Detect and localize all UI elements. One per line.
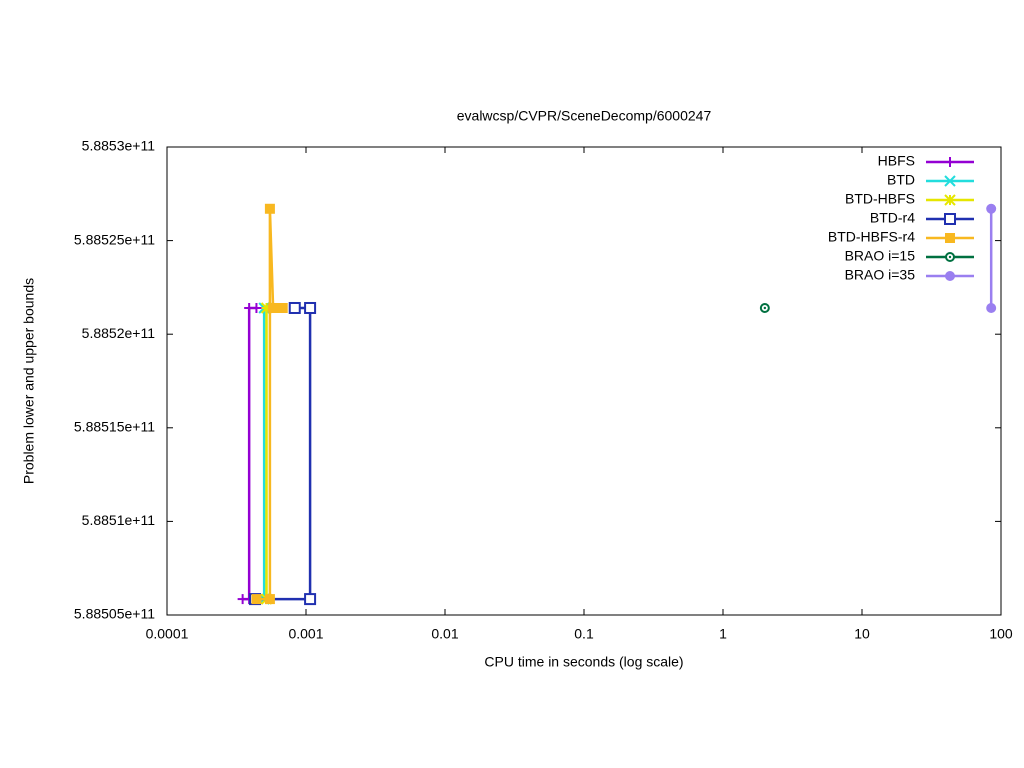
legend-label: BRAO i=15 — [845, 248, 916, 264]
y-tick-label: 5.88505e+11 — [74, 606, 155, 622]
point — [268, 302, 279, 313]
point — [986, 302, 997, 313]
point — [944, 213, 956, 225]
point — [944, 194, 956, 206]
legend-label: BTD-r4 — [870, 210, 915, 226]
point — [945, 271, 955, 281]
marker-box — [304, 593, 317, 606]
marker-dot — [763, 306, 767, 310]
chart-title: evalwcsp/CVPR/SceneDecomp/6000247 — [457, 108, 712, 124]
marker-dot — [948, 255, 952, 259]
marker-box — [288, 301, 301, 314]
y-tick-label: 5.8852e+11 — [82, 325, 156, 341]
series-line — [256, 208, 283, 601]
point — [251, 302, 262, 313]
marker-stroke — [944, 175, 956, 187]
x-tick-label: 100 — [989, 626, 1013, 642]
y-tick-label: 5.88515e+11 — [74, 419, 155, 435]
marker-box — [944, 213, 956, 225]
y-axis-label: Problem lower and upper bounds — [21, 278, 37, 484]
point — [264, 594, 275, 605]
point — [945, 252, 955, 262]
x-tick-label: 0.1 — [574, 626, 594, 642]
x-tick-label: 0.001 — [288, 626, 323, 642]
y-tick-label: 5.8853e+11 — [82, 138, 156, 154]
marker-circle — [986, 203, 997, 214]
point — [304, 593, 317, 606]
x-tick-label: 10 — [854, 626, 870, 642]
marker-box — [945, 233, 955, 243]
marker-stroke — [944, 194, 956, 206]
point — [304, 301, 317, 314]
point — [945, 157, 955, 167]
point — [277, 302, 288, 313]
marker-box — [304, 301, 317, 314]
y-tick-label: 5.8851e+11 — [82, 512, 156, 528]
point — [264, 203, 275, 214]
marker-box — [251, 594, 262, 605]
legend-label: HBFS — [878, 153, 915, 169]
marker-box — [277, 302, 288, 313]
marker-circle — [945, 271, 955, 281]
legend-label: BTD — [887, 172, 915, 188]
point — [251, 594, 262, 605]
marker-circle — [986, 302, 997, 313]
x-tick-label: 0.0001 — [146, 626, 189, 642]
marker-box — [268, 302, 279, 313]
legend-label: BTD-HBFS — [845, 191, 915, 207]
marker-box — [264, 594, 275, 605]
marker-box — [264, 203, 275, 214]
x-tick-label: 0.01 — [431, 626, 458, 642]
series-line — [255, 306, 312, 601]
point — [288, 301, 301, 314]
series-line — [242, 306, 257, 601]
legend-label: BTD-HBFS-r4 — [828, 229, 915, 245]
y-tick-label: 5.88525e+11 — [74, 231, 155, 247]
legend-label: BRAO i=35 — [845, 267, 916, 283]
point — [944, 175, 956, 187]
x-axis-label: CPU time in seconds (log scale) — [484, 654, 683, 670]
point — [945, 233, 955, 243]
x-tick-label: 1 — [719, 626, 727, 642]
point — [759, 302, 770, 313]
point — [986, 203, 997, 214]
